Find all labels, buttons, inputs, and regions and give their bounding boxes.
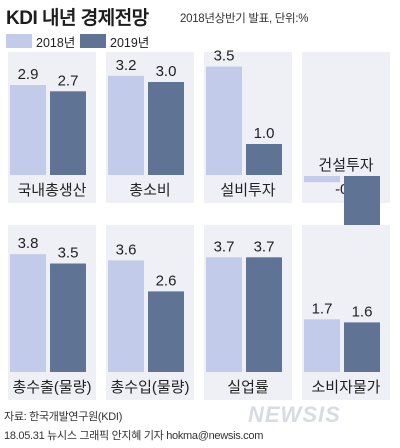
value-label-7-2018: 1.7	[312, 300, 333, 317]
category-label-2: 설비투자	[220, 182, 275, 199]
legend-item-2018: 2018년	[6, 33, 76, 50]
value-label-0-2019: 2.7	[58, 72, 79, 89]
bar-1-2019	[148, 82, 184, 175]
value-label-7-2019: 1.6	[352, 303, 373, 320]
value-label-5-2018: 3.6	[116, 241, 137, 258]
bar-6-2018	[206, 257, 242, 372]
category-label-5: 총수입(물량)	[111, 379, 190, 396]
value-label-4-2018: 3.8	[18, 235, 39, 252]
legend-label-2019: 2019년	[110, 35, 150, 50]
bar-6-2019	[246, 257, 282, 372]
value-label-4-2019: 3.5	[58, 245, 79, 262]
legend-item-2019: 2019년	[80, 33, 150, 50]
category-label-1: 총소비	[129, 182, 170, 199]
chart-subtitle: 2018년상반기 발표, 단위:%	[180, 13, 309, 25]
legend-swatch-2019	[80, 34, 106, 48]
source-note: 자료: 한국개발연구원(KDI)	[4, 411, 123, 423]
bar-0-2019	[50, 91, 86, 175]
category-label-6: 실업률	[227, 379, 269, 396]
bar-5-2019	[148, 291, 184, 372]
value-label-0-2018: 2.9	[18, 66, 39, 83]
category-label-0: 국내총생산	[17, 182, 86, 199]
value-label-6-2019: 3.7	[254, 238, 275, 255]
bar-7-2019	[344, 322, 380, 372]
value-label-1-2019: 3.0	[156, 63, 177, 80]
legend-label-2018: 2018년	[36, 35, 76, 50]
category-label-4: 총수출(물량)	[13, 379, 92, 396]
value-label-5-2019: 2.6	[156, 272, 177, 289]
bar-4-2019	[50, 263, 86, 372]
value-label-1-2018: 3.2	[116, 57, 137, 74]
chart-title: KDI 내년 경제전망	[6, 8, 149, 29]
credit-line: 18.05.31 뉴시스 그래픽 안지혜 기자 hokma@newsis.com	[4, 430, 264, 442]
bar-5-2018	[108, 260, 144, 372]
bar-2-2019	[246, 144, 282, 175]
bar-0-2018	[10, 85, 46, 175]
value-label-6-2018: 3.7	[214, 238, 235, 255]
value-label-2-2018: 3.5	[214, 48, 235, 65]
bar-1-2018	[108, 75, 144, 175]
category-label-3: 건설투자	[318, 157, 373, 174]
bar-2-2018	[206, 66, 242, 175]
newsis-logo: NEWSIS	[248, 402, 341, 427]
legend-swatch-2018	[6, 34, 32, 48]
bar-7-2018	[304, 319, 340, 372]
bar-4-2018	[10, 254, 46, 372]
value-label-2-2019: 1.0	[254, 125, 275, 142]
bar-3-2018	[304, 176, 340, 183]
category-label-7: 소비자물가	[311, 379, 380, 396]
